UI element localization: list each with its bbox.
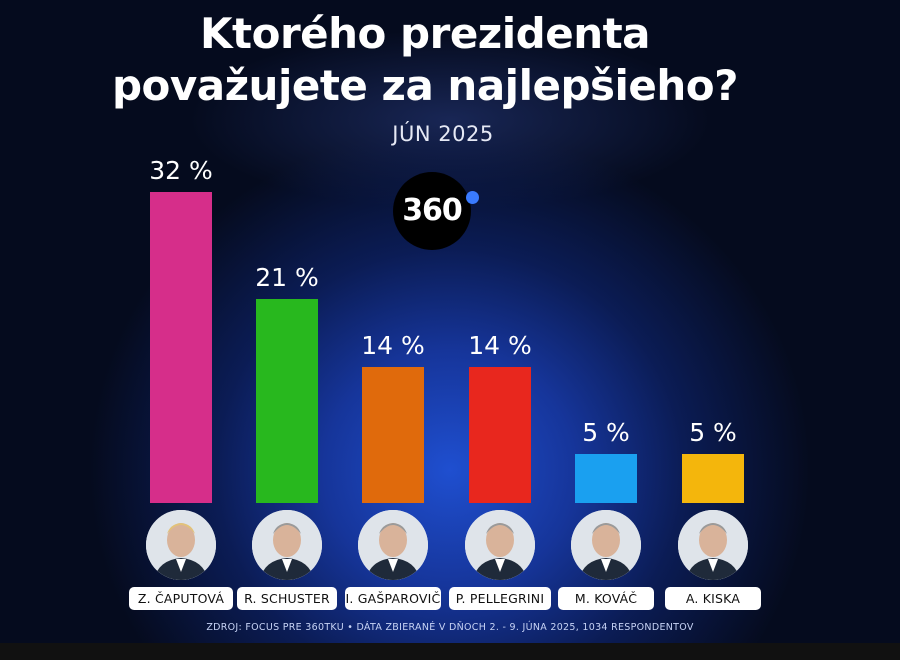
bar-3 xyxy=(362,366,424,503)
bar-6 xyxy=(682,454,744,503)
source-note: ZDROJ: FOCUS PRE 360TKU • DÁTA ZBIERANÉ … xyxy=(206,622,694,633)
value-label-2: 21 % xyxy=(255,262,319,292)
value-label-3: 14 % xyxy=(361,330,425,360)
bar-2 xyxy=(256,298,318,503)
portrait-avatar-2 xyxy=(252,510,322,580)
portrait-avatar-1 xyxy=(146,510,216,580)
value-label-6: 5 % xyxy=(689,418,737,448)
name-label-1: Z. ČAPUTOVÁ xyxy=(129,587,233,610)
portrait-avatar-4 xyxy=(465,510,535,580)
portrait-avatar-6 xyxy=(678,510,748,580)
name-label-4: P. PELLEGRINI xyxy=(449,587,551,610)
portrait-avatar-3 xyxy=(358,510,428,580)
value-label-1: 32 % xyxy=(149,156,213,185)
logo-dot xyxy=(466,191,479,204)
title-line-1: Ktorého prezidenta xyxy=(199,9,651,58)
value-label-5: 5 % xyxy=(582,418,630,448)
bar-4 xyxy=(469,366,531,503)
name-label-6: A. KISKA xyxy=(665,587,761,610)
chart-title: Ktorého prezidenta považujete za najlepš… xyxy=(0,8,850,112)
bar-5 xyxy=(575,454,637,503)
brand-logo: 360 xyxy=(393,172,471,250)
name-label-3: I. GAŠPAROVIČ xyxy=(345,587,441,610)
portrait-avatar-5 xyxy=(571,510,641,580)
bottom-strip xyxy=(0,643,900,660)
name-label-2: R. SCHUSTER xyxy=(237,587,337,610)
name-label-5: M. KOVÁČ xyxy=(558,587,654,610)
value-label-4: 14 % xyxy=(468,330,532,360)
bar-1 xyxy=(150,192,212,503)
title-line-2: považujete za najlepšieho? xyxy=(111,61,739,110)
chart-date: JÚN 2025 xyxy=(392,122,494,146)
